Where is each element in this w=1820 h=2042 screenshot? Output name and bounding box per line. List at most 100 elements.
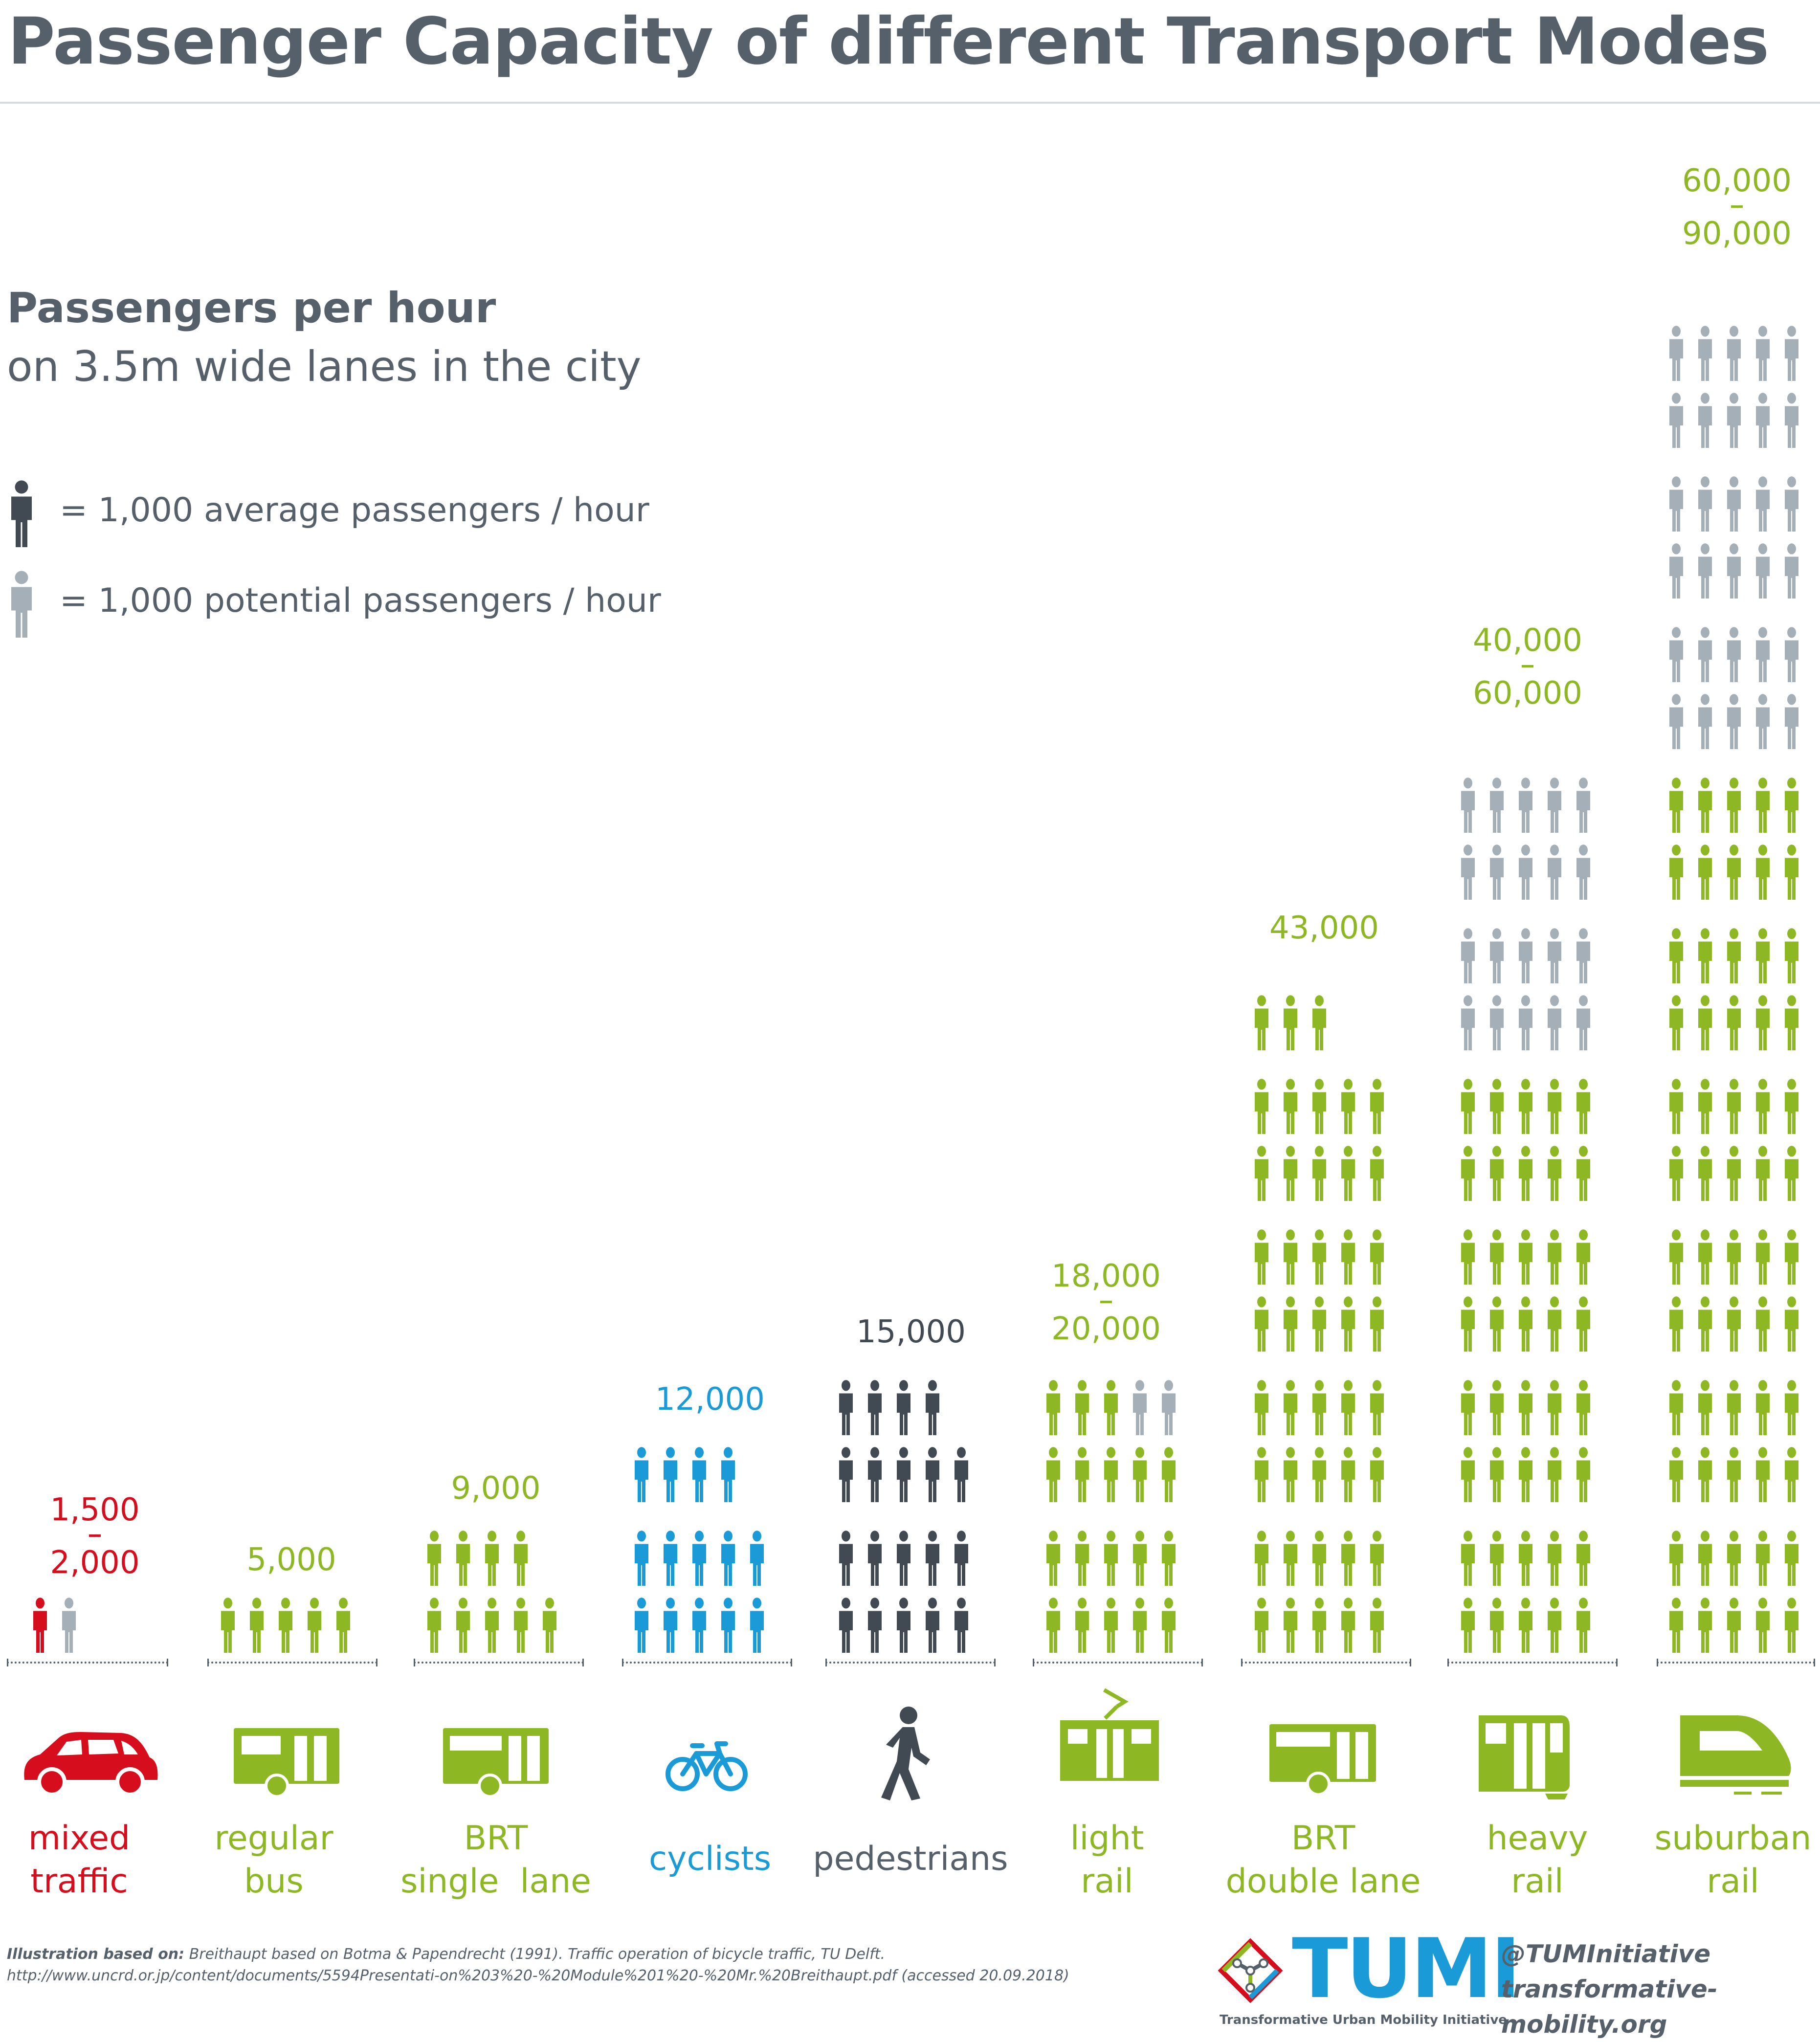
person-average-icon (514, 1531, 528, 1586)
value-label-light-rail: 18,000 20,000 (1018, 1250, 1194, 1355)
person-average-icon (1370, 1380, 1384, 1435)
metro-train-icon (1479, 1715, 1570, 1799)
person-average-icon (1284, 1447, 1297, 1502)
bicycle-icon (666, 1741, 748, 1791)
suburban-train-icon (1680, 1715, 1791, 1795)
legend-potential-label: = 1,000 potential passengers / hour (60, 581, 661, 620)
person-average-icon (1490, 1380, 1504, 1435)
person-average-icon (1669, 1079, 1683, 1134)
person-potential-icon (1756, 393, 1770, 448)
person-potential-icon (1727, 393, 1741, 448)
person-average-icon (1785, 1296, 1798, 1352)
value-label-cyclists: 12,000 (622, 1373, 798, 1426)
person-average-icon (1756, 1531, 1770, 1586)
person-average-icon (1490, 1296, 1504, 1352)
person-average-icon (1255, 1447, 1268, 1502)
value-top: 9,000 (451, 1470, 541, 1507)
person-average-icon (1075, 1531, 1089, 1586)
person-average-icon (1284, 1296, 1297, 1352)
person-average-icon (1756, 1229, 1770, 1285)
mode-name-line2: rail (1707, 1862, 1759, 1901)
value-label-brt-single: 9,000 (408, 1462, 584, 1515)
person-average-icon (692, 1447, 706, 1502)
person-average-icon (839, 1447, 853, 1502)
person-average-icon (1756, 1380, 1770, 1435)
contact-block: @TUMInitiative transformative-mobility.o… (1501, 1936, 1820, 2042)
person-average-icon (1075, 1598, 1089, 1653)
person-average-icon (750, 1598, 764, 1653)
person-potential-icon (1698, 326, 1712, 381)
person-potential-icon (1698, 694, 1712, 749)
person-average-icon (1490, 1229, 1504, 1285)
person-average-icon (1727, 995, 1741, 1050)
person-average-icon (1727, 1296, 1741, 1352)
person-average-icon (1370, 1229, 1384, 1285)
person-average-icon (1727, 928, 1741, 983)
person-average-icon (1548, 1598, 1561, 1653)
person-average-icon (1727, 1229, 1741, 1285)
person-average-icon (1255, 1146, 1268, 1201)
person-average-icon (1756, 995, 1770, 1050)
person-average-icon (221, 1598, 235, 1653)
person-average-icon (1312, 995, 1326, 1050)
person-potential-icon (1490, 928, 1504, 983)
axis-suburban-rail (1657, 1659, 1815, 1666)
person-potential-icon (1785, 326, 1798, 381)
person-potential-icon (1548, 928, 1561, 983)
person-average-icon (1785, 1229, 1798, 1285)
person-average-icon (1341, 1531, 1355, 1586)
person-average-icon (1756, 1296, 1770, 1352)
person-average-icon (1576, 1598, 1590, 1653)
person-average-icon (1133, 1447, 1147, 1502)
person-average-icon (839, 1380, 853, 1435)
person-average-icon (1312, 1296, 1326, 1352)
person-average-icon (1046, 1598, 1060, 1653)
person-average-icon (1669, 1447, 1683, 1502)
person-average-icon (1284, 1146, 1297, 1201)
person-average-icon (1548, 1146, 1561, 1201)
person-average-icon (1075, 1447, 1089, 1502)
person-average-icon (1756, 1079, 1770, 1134)
value-top: 18,000 (1051, 1258, 1161, 1294)
person-potential-icon (1519, 844, 1532, 900)
person-average-icon (250, 1598, 264, 1653)
person-potential-icon (1162, 1380, 1176, 1435)
person-average-icon (1341, 1229, 1355, 1285)
person-average-icon (868, 1447, 882, 1502)
person-average-icon (1698, 1146, 1712, 1201)
person-average-icon (1133, 1531, 1147, 1586)
person-potential-icon (1519, 995, 1532, 1050)
person-average-icon (1255, 1531, 1268, 1586)
person-average-icon (1785, 844, 1798, 900)
person-average-icon (1341, 1380, 1355, 1435)
person-potential-icon (1576, 777, 1590, 833)
person-average-icon (750, 1531, 764, 1586)
person-average-icon (1341, 1296, 1355, 1352)
person-average-icon (1370, 1447, 1384, 1502)
person-average-icon (1576, 1531, 1590, 1586)
person-average-icon (1727, 1447, 1741, 1502)
value-bottom: 60,000 (1473, 675, 1582, 711)
website-link[interactable]: transformative-mobility.org (1501, 1975, 1718, 2039)
person-average-icon (1576, 1079, 1590, 1134)
person-average-icon (308, 1598, 321, 1653)
person-average-icon (1698, 1296, 1712, 1352)
value-label-pedestrians: 15,000 (823, 1306, 999, 1358)
person-average-icon (1046, 1531, 1060, 1586)
mode-name-line1: regular (214, 1819, 333, 1858)
person-average-icon (1341, 1447, 1355, 1502)
person-average-icon (1255, 1079, 1268, 1134)
person-average-icon (1698, 928, 1712, 983)
person-average-icon (1698, 1079, 1712, 1134)
person-potential-icon (1133, 1380, 1147, 1435)
person-average-icon (1576, 1447, 1590, 1502)
axis-light-rail (1033, 1659, 1203, 1666)
person-average-icon (1461, 1447, 1475, 1502)
person-potential-icon (1548, 995, 1561, 1050)
mode-name-pedestrians: pedestrians (808, 1838, 1013, 1881)
person-average-icon (427, 1598, 441, 1653)
value-top: 15,000 (856, 1314, 966, 1350)
person-potential-icon (1785, 627, 1798, 682)
person-average-icon (1104, 1598, 1118, 1653)
person-average-icon (1698, 995, 1712, 1050)
